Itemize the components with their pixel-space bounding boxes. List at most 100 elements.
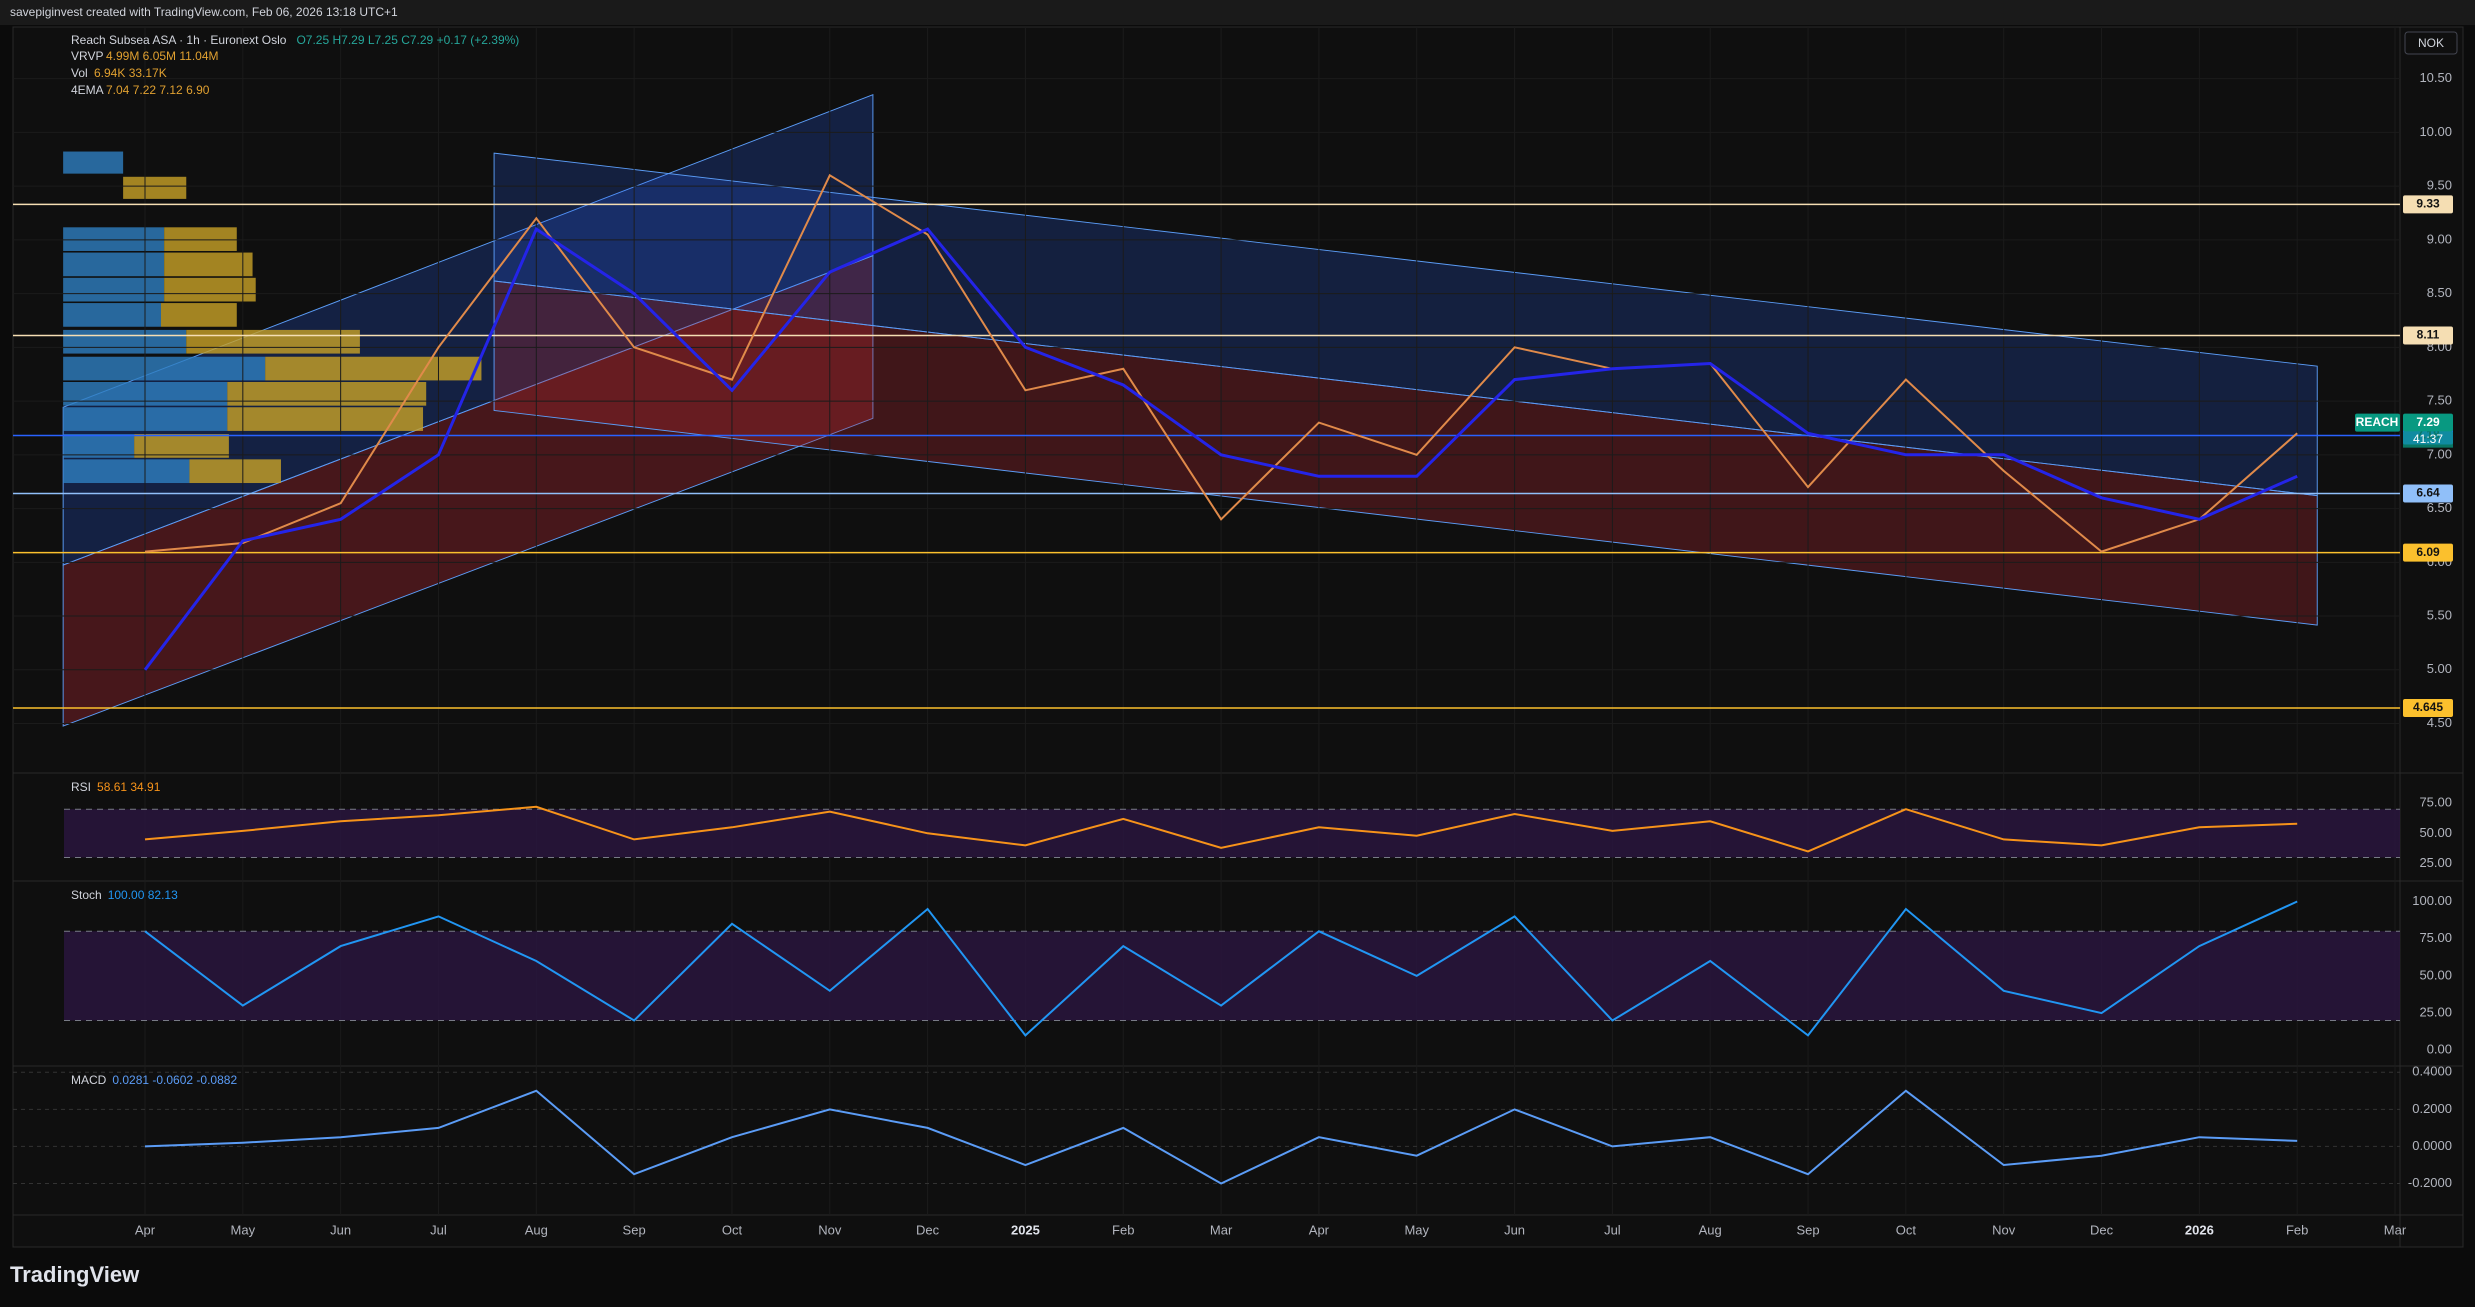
x-tick-label: Apr xyxy=(1309,1222,1330,1237)
y-tick-label: 9.00 xyxy=(2427,231,2452,246)
x-tick-label: Dec xyxy=(2090,1222,2114,1237)
vp-bar xyxy=(63,329,187,354)
chart-frame xyxy=(12,26,2464,1248)
x-tick-label: Sep xyxy=(1796,1222,1819,1237)
x-tick-label: 2026 xyxy=(2185,1222,2214,1237)
level-tag xyxy=(2403,698,2453,717)
x-tick-label: Oct xyxy=(722,1222,743,1237)
indicator-name: Vol xyxy=(71,66,88,80)
indicator-readout: 100.00 82.13 xyxy=(108,888,178,902)
y-tick-label: 50.00 xyxy=(2419,825,2452,840)
y-tick-label: -0.2000 xyxy=(2408,1175,2452,1190)
y-tick-label: 6.50 xyxy=(2427,500,2452,515)
vp-bar xyxy=(265,356,482,381)
x-tick-label: May xyxy=(231,1222,256,1237)
y-tick-label: 0.4000 xyxy=(2412,1064,2452,1079)
y-tick-label: 10.00 xyxy=(2419,124,2452,139)
y-tick-label: 0.0000 xyxy=(2412,1138,2452,1153)
x-tick-label: Aug xyxy=(525,1222,548,1237)
indicator-readout: 0.0281 -0.0602 -0.0882 xyxy=(112,1073,237,1087)
level-tag xyxy=(2403,326,2453,345)
y-tick-label: 10.50 xyxy=(2419,70,2452,85)
y-tick-label: 5.50 xyxy=(2427,607,2452,622)
y-tick-label: 0.00 xyxy=(2427,1042,2452,1057)
drawings xyxy=(62,94,2318,727)
x-tick-label: Oct xyxy=(1896,1222,1917,1237)
y-tick-label: 50.00 xyxy=(2419,967,2452,982)
indicator-readout: 4.99M 6.05M 11.04M xyxy=(106,49,219,63)
y-tick-label: 9.50 xyxy=(2427,178,2452,193)
x-tick-label: Feb xyxy=(2286,1222,2308,1237)
indicator-name: 4EMA xyxy=(71,83,104,97)
currency[interactable]: NOK xyxy=(2418,36,2444,50)
y-tick-label: 7.00 xyxy=(2427,446,2452,461)
y-tick-label: 8.50 xyxy=(2427,285,2452,300)
y-tick-label: 75.00 xyxy=(2419,795,2452,810)
y-tick-label: 7.50 xyxy=(2427,393,2452,408)
y-tick-label: 0.2000 xyxy=(2412,1101,2452,1116)
vp-bar xyxy=(63,459,190,484)
level-label: 6.09 xyxy=(2416,545,2440,559)
vp-bar xyxy=(164,277,256,302)
band xyxy=(64,931,2400,1021)
indicator-name: Stoch xyxy=(71,888,102,902)
series-line xyxy=(144,900,2298,1037)
currency-button[interactable] xyxy=(2404,31,2458,55)
falling-channel-lower xyxy=(493,280,2318,626)
x-tick-label: Nov xyxy=(818,1222,842,1237)
last-price-tag xyxy=(2403,413,2453,432)
y-tick-label: 25.00 xyxy=(2419,1004,2452,1019)
indicator-name: MACD xyxy=(71,1073,107,1087)
symbol-title: Reach Subsea ASA · 1h · Euronext Oslo xyxy=(71,33,287,47)
y-tick-label: 4.50 xyxy=(2427,715,2452,730)
vp-bar xyxy=(164,227,237,251)
symbol-label: REACH xyxy=(2356,415,2399,429)
indicator-readout: 7.04 7.22 7.12 6.90 xyxy=(106,83,210,97)
indicator-name: RSI xyxy=(71,780,91,794)
indicator-readout: 58.61 34.91 xyxy=(97,780,161,794)
vp-bar xyxy=(63,356,266,381)
vp-bar xyxy=(63,303,162,327)
x-tick-label: Apr xyxy=(135,1222,156,1237)
vp-bar xyxy=(63,252,165,277)
series-line xyxy=(144,805,2298,853)
countdown: 41:37 xyxy=(2413,432,2443,446)
vp-bar xyxy=(63,151,124,174)
series-line xyxy=(144,173,2298,553)
x-tick-label: Mar xyxy=(1210,1222,1233,1237)
x-tick-label: Jul xyxy=(1604,1222,1621,1237)
x-tick-label: Mar xyxy=(2384,1222,2407,1237)
y-tick-label: 25.00 xyxy=(2419,855,2452,870)
vp-bar xyxy=(161,303,237,327)
x-tick-label: Nov xyxy=(1992,1222,2016,1237)
vp-bar xyxy=(227,407,424,431)
vp-bar xyxy=(123,176,187,199)
level-label: 4.645 xyxy=(2413,700,2443,714)
x-tick-label: Jul xyxy=(430,1222,447,1237)
series-line xyxy=(144,1089,2298,1185)
vp-bar xyxy=(186,329,360,354)
level-label: 9.33 xyxy=(2416,197,2440,211)
vp-bar xyxy=(164,252,253,277)
y-tick-label: 100.00 xyxy=(2412,893,2452,908)
y-tick-label: 75.00 xyxy=(2419,930,2452,945)
x-tick-label: Jun xyxy=(330,1222,351,1237)
x-tick-label: Sep xyxy=(623,1222,646,1237)
indicator-name: VRVP xyxy=(71,49,103,63)
header-bar xyxy=(0,0,2475,25)
vp-bar xyxy=(63,277,165,302)
x-tick-label: Dec xyxy=(916,1222,940,1237)
x-tick-label: May xyxy=(1404,1222,1429,1237)
vp-bar xyxy=(63,227,165,251)
level-tag xyxy=(2403,195,2453,214)
level-tag xyxy=(2403,543,2453,562)
vp-bar xyxy=(134,434,229,458)
volume-profile xyxy=(63,151,482,484)
y-tick-label: 5.00 xyxy=(2427,661,2452,676)
x-tick-label: Aug xyxy=(1699,1222,1722,1237)
x-tick-label: 2025 xyxy=(1011,1222,1040,1237)
x-tick-label: Jun xyxy=(1504,1222,1525,1237)
vp-bar xyxy=(227,381,427,406)
